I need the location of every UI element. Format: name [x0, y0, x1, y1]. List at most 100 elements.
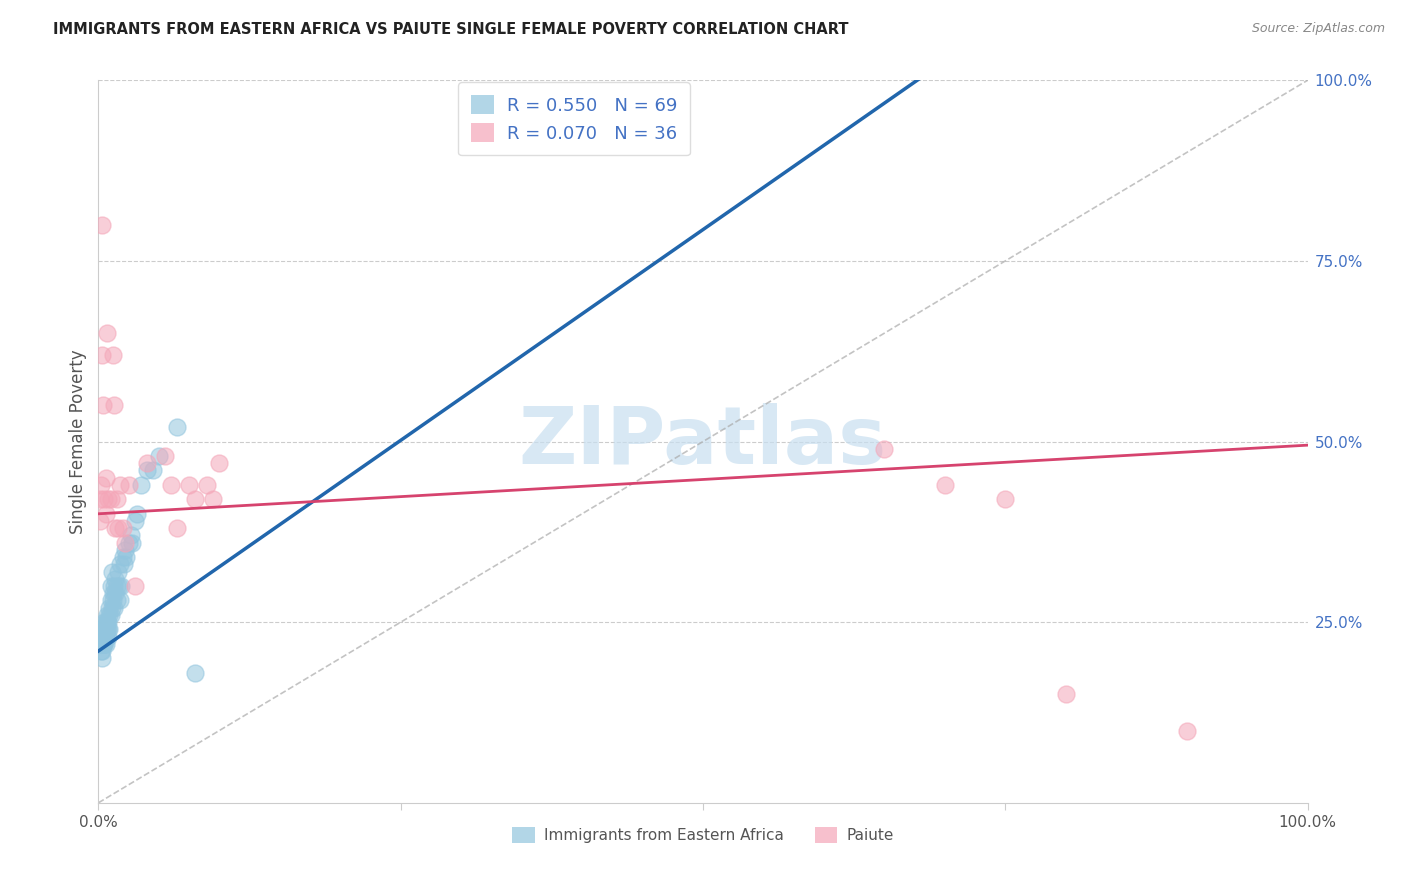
- Point: [108, 579, 131, 593]
- Point: [103, 579, 125, 593]
- Point: [91, 623, 114, 637]
- Point: [195, 478, 218, 492]
- Point: [90, 630, 112, 644]
- Y-axis label: Single Female Poverty: Single Female Poverty: [69, 350, 87, 533]
- Point: [100, 593, 122, 607]
- Point: [104, 586, 127, 600]
- Point: [98, 623, 121, 637]
- Point: [94, 623, 117, 637]
- Point: [104, 572, 127, 586]
- Text: ZIPatlas: ZIPatlas: [519, 402, 887, 481]
- Point: [100, 492, 122, 507]
- Point: [90, 478, 112, 492]
- Point: [89, 630, 111, 644]
- Point: [124, 579, 146, 593]
- Point: [103, 600, 125, 615]
- Text: Source: ZipAtlas.com: Source: ZipAtlas.com: [1251, 22, 1385, 36]
- Point: [111, 550, 134, 565]
- Point: [129, 478, 152, 492]
- Point: [111, 521, 134, 535]
- Point: [91, 623, 114, 637]
- Legend: Immigrants from Eastern Africa, Paiute: Immigrants from Eastern Africa, Paiute: [506, 821, 900, 849]
- Point: [93, 637, 115, 651]
- Point: [108, 593, 131, 607]
- Point: [160, 478, 183, 492]
- Point: [90, 637, 112, 651]
- Point: [91, 637, 114, 651]
- Point: [100, 565, 122, 579]
- Point: [94, 615, 117, 630]
- Point: [124, 514, 146, 528]
- Point: [91, 348, 114, 362]
- Point: [101, 593, 124, 607]
- Point: [142, 463, 165, 477]
- Point: [93, 615, 115, 630]
- Point: [148, 449, 170, 463]
- Point: [100, 607, 122, 622]
- Point: [98, 600, 121, 615]
- Point: [96, 607, 118, 622]
- Point: [96, 623, 118, 637]
- Point: [97, 492, 120, 507]
- Point: [91, 637, 114, 651]
- Point: [89, 492, 111, 507]
- Point: [105, 492, 128, 507]
- Point: [184, 492, 207, 507]
- Point: [115, 550, 138, 565]
- Point: [107, 565, 129, 579]
- Point: [107, 521, 129, 535]
- Point: [93, 492, 115, 507]
- Point: [94, 637, 117, 651]
- Point: [105, 579, 128, 593]
- Point: [108, 478, 131, 492]
- Point: [91, 651, 114, 665]
- Point: [103, 398, 125, 412]
- Point: [166, 420, 188, 434]
- Point: [97, 630, 120, 644]
- Point: [94, 630, 117, 644]
- Point: [94, 470, 117, 484]
- Point: [114, 542, 136, 557]
- Point: [112, 558, 135, 572]
- Point: [89, 637, 111, 651]
- Point: [127, 507, 149, 521]
- Point: [118, 478, 141, 492]
- Point: [121, 535, 143, 549]
- Point: [101, 348, 124, 362]
- Point: [91, 637, 114, 651]
- Point: [96, 326, 118, 340]
- Point: [93, 637, 115, 651]
- Point: [153, 449, 176, 463]
- Point: [135, 456, 157, 470]
- Point: [135, 463, 157, 477]
- Point: [114, 535, 136, 549]
- Point: [873, 442, 896, 456]
- Point: [96, 615, 118, 630]
- Point: [89, 637, 111, 651]
- Point: [166, 521, 188, 535]
- Point: [97, 623, 120, 637]
- Point: [91, 644, 114, 658]
- Point: [90, 630, 112, 644]
- Point: [105, 593, 128, 607]
- Point: [94, 507, 117, 521]
- Point: [184, 665, 207, 680]
- Point: [91, 630, 114, 644]
- Point: [110, 579, 132, 593]
- Point: [118, 535, 141, 549]
- Point: [202, 492, 225, 507]
- Point: [89, 514, 111, 528]
- Point: [994, 492, 1017, 507]
- Point: [120, 528, 142, 542]
- Point: [91, 398, 114, 412]
- Point: [91, 218, 114, 232]
- Point: [104, 521, 127, 535]
- Point: [98, 607, 121, 622]
- Point: [934, 478, 956, 492]
- Point: [101, 586, 124, 600]
- Point: [1175, 723, 1198, 738]
- Point: [91, 637, 114, 651]
- Point: [93, 630, 115, 644]
- Point: [108, 558, 131, 572]
- Point: [90, 623, 112, 637]
